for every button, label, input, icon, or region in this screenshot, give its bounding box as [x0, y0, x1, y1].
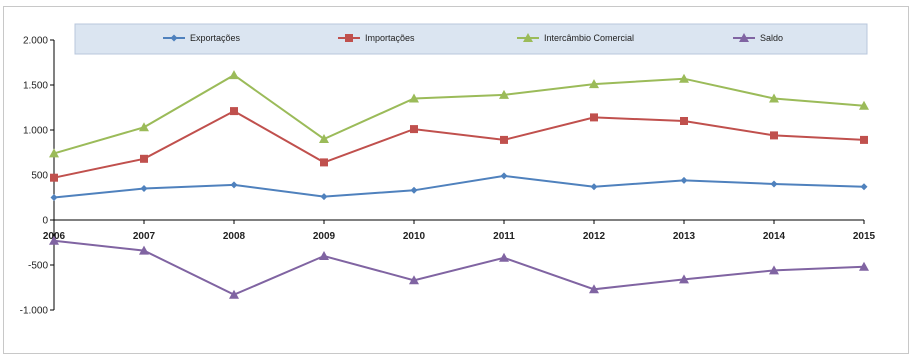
data-point — [409, 93, 419, 103]
data-point — [139, 122, 149, 132]
data-point — [410, 186, 418, 194]
y-tick-label: 500 — [31, 171, 48, 182]
series-4 — [49, 235, 869, 299]
data-point — [589, 284, 599, 294]
x-tick-label: 2007 — [133, 231, 156, 242]
legend-item: Importações — [338, 33, 415, 43]
series-line — [53, 109, 865, 179]
data-point — [410, 125, 418, 134]
legend-item: Intercâmbio Comercial — [517, 33, 634, 43]
data-point — [859, 100, 869, 110]
legend-label: Exportações — [190, 33, 241, 43]
data-point — [499, 252, 509, 262]
data-point — [589, 79, 599, 89]
legend-label: Intercâmbio Comercial — [544, 33, 634, 43]
data-point — [49, 148, 59, 158]
legend-label: Importações — [365, 33, 415, 43]
data-point — [319, 134, 329, 143]
y-tick-label: 1.000 — [23, 126, 48, 137]
series-2 — [50, 107, 868, 182]
x-tick-label: 2015 — [853, 231, 876, 242]
series-line — [53, 174, 865, 199]
data-point — [49, 235, 59, 245]
data-point — [230, 107, 238, 116]
y-tick-label: 2.000 — [23, 36, 48, 47]
data-point — [679, 73, 689, 83]
x-tick-label: 2009 — [313, 231, 336, 242]
series-line — [53, 239, 865, 296]
data-point — [140, 185, 148, 192]
data-point — [590, 183, 598, 191]
legend-item: Saldo — [733, 33, 783, 43]
data-point — [229, 289, 239, 299]
data-point — [50, 194, 58, 201]
series-1 — [50, 172, 868, 201]
data-point — [499, 89, 509, 99]
data-point — [770, 180, 778, 188]
data-point — [320, 193, 328, 201]
data-point — [859, 261, 869, 271]
data-point — [770, 131, 778, 140]
legend-swatch-marker — [523, 33, 533, 42]
data-point — [500, 172, 508, 180]
data-point — [860, 183, 868, 191]
x-axis: 2006200720082009201020112012201320142015 — [43, 219, 876, 242]
data-point — [500, 135, 508, 144]
data-point — [679, 274, 689, 284]
data-point — [319, 251, 329, 260]
data-point — [229, 70, 239, 80]
legend-swatch-marker — [739, 33, 749, 42]
legend-swatch-marker — [345, 34, 353, 42]
data-point — [140, 154, 148, 163]
data-point — [680, 117, 688, 125]
legend-item: Exportações — [163, 33, 241, 43]
legend: Exportações Importações Intercâmbio Comerc… — [163, 33, 783, 43]
series-line — [53, 73, 865, 155]
y-tick-label: 1.500 — [23, 81, 48, 92]
data-point — [860, 135, 868, 144]
data-point — [769, 265, 779, 275]
data-point — [769, 93, 779, 103]
data-point — [409, 275, 419, 285]
y-tick-label: -500 — [28, 261, 48, 272]
y-axis: 2.000 1.500 1.000 500 0 -500 -1.000 — [20, 36, 55, 317]
legend-swatch-marker — [170, 34, 178, 42]
x-tick-label: 2014 — [763, 231, 786, 242]
x-tick-label: 2011 — [493, 231, 515, 242]
x-tick-label: 2010 — [403, 231, 426, 242]
data-point — [50, 173, 58, 182]
y-tick-label: -1.000 — [20, 306, 49, 317]
x-tick-label: 2008 — [223, 231, 246, 242]
legend-label: Saldo — [760, 33, 783, 43]
series-group — [49, 70, 869, 299]
y-tick-label: 0 — [42, 216, 48, 227]
data-point — [320, 158, 328, 167]
data-point — [230, 181, 238, 189]
x-tick-label: 2012 — [583, 231, 606, 242]
data-point — [139, 245, 149, 255]
x-tick-label: 2013 — [673, 231, 696, 242]
chart-frame — [3, 6, 909, 354]
data-point — [680, 176, 688, 184]
data-point — [590, 113, 598, 122]
series-3 — [49, 70, 869, 158]
